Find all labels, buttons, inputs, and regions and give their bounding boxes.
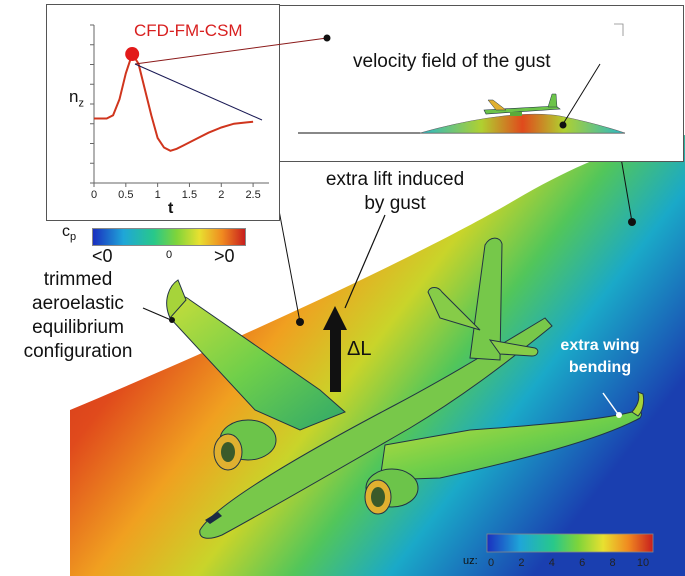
nz-response-curve	[94, 51, 254, 152]
uz-tick-label: 4	[549, 557, 555, 569]
trimmed-line-2: aeroelastic	[32, 293, 124, 314]
nz-axis-label-sub: z	[78, 97, 84, 110]
wing-bending-pointer-dot	[616, 412, 622, 418]
inset-corner-mark	[614, 23, 624, 36]
x-tick-label: 0	[91, 189, 97, 201]
engine-right	[364, 468, 419, 515]
engine-left	[213, 419, 277, 471]
trimmed-line-1: trimmed	[43, 269, 113, 290]
uz-tick-label: 10	[637, 557, 649, 569]
extra-lift-line-1: extra lift induced	[325, 169, 465, 190]
x-tick-label: 2	[218, 189, 224, 201]
x-tick-label: 0.5	[118, 189, 133, 201]
wing-bending-pointer	[602, 392, 619, 415]
x-tick-label: 1.5	[182, 189, 197, 201]
horizontal-stabilizer-left	[427, 287, 481, 331]
chart-callout-dot-1	[296, 318, 304, 326]
uz-tick-label: 2	[518, 557, 524, 569]
gust-inset-panel: velocity field of the gust	[279, 5, 684, 162]
cp-colorbar	[92, 228, 246, 246]
nz-peak-marker	[125, 47, 140, 62]
lift-arrow-shaft	[330, 328, 341, 392]
gust-pointer-right-dot	[628, 218, 636, 226]
nz-chart-svg: 0 0.5 1 1.5 2 2.5	[90, 24, 269, 201]
uz-tick-label: 8	[610, 557, 616, 569]
right-winglet	[631, 391, 645, 417]
cp-title-main: c	[62, 223, 70, 240]
delta-l-label: ΔL	[347, 338, 372, 360]
gust-inset-svg	[298, 23, 626, 134]
wing-bending-line-1: extra wing	[560, 337, 640, 354]
cp-legend-right: >0	[214, 246, 235, 266]
nz-axis-label: nz	[69, 87, 84, 109]
nz-chart-panel: 0 0.5 1 1.5 2 2.5 CFD-FM-CSM nz t	[46, 4, 280, 221]
t-axis-label: t	[168, 200, 174, 217]
gust-velocity-label: velocity field of the gust	[353, 51, 551, 72]
trimmed-line-3: equilibrium	[32, 317, 124, 338]
uz-tick-label: 0	[488, 557, 494, 569]
nz-y-ticks	[90, 24, 94, 184]
method-label: CFD-FM-CSM	[134, 21, 243, 40]
left-winglet	[166, 279, 187, 319]
x-tick-label: 1	[155, 189, 161, 201]
trimmed-pointer	[142, 307, 172, 321]
cp-title-sub: p	[70, 231, 77, 244]
wing-bending-line-2: bending	[568, 359, 632, 376]
uz-legend-title: uz:	[463, 555, 478, 567]
inset-aircraft	[483, 93, 561, 116]
cockpit-window	[205, 512, 222, 524]
trimmed-label: trimmed aeroelastic equilibrium configur…	[8, 268, 148, 364]
cp-legend-title: cp	[62, 223, 76, 243]
nz-axis-label-main: n	[69, 87, 79, 106]
uz-colorbar	[486, 533, 654, 553]
cp-legend-left: <0	[92, 246, 113, 266]
trimmed-line-4: configuration	[23, 341, 133, 362]
uz-tick-label: 6	[579, 557, 585, 569]
extra-lift-line-2: by gust	[364, 193, 426, 214]
x-tick-label: 2.5	[245, 189, 260, 201]
aircraft-right-wing	[379, 410, 643, 481]
extra-lift-pointer	[344, 214, 386, 309]
nz-x-ticks: 0 0.5 1 1.5 2 2.5	[91, 183, 261, 201]
gust-pointer-left	[562, 63, 601, 125]
gust-pointer-left-dot	[559, 121, 567, 129]
wing-bending-label: extra wing bending	[540, 335, 660, 379]
lift-arrow-head	[323, 306, 347, 330]
gust-bump	[419, 113, 626, 134]
uz-ticks: 0 2 4 6 8 10	[488, 557, 649, 569]
extra-lift-label: extra lift induced by gust	[310, 168, 480, 216]
trimmed-pointer-dot	[169, 317, 175, 323]
horizontal-stabilizer-right	[488, 339, 539, 357]
cp-legend-mid: 0	[166, 249, 173, 261]
